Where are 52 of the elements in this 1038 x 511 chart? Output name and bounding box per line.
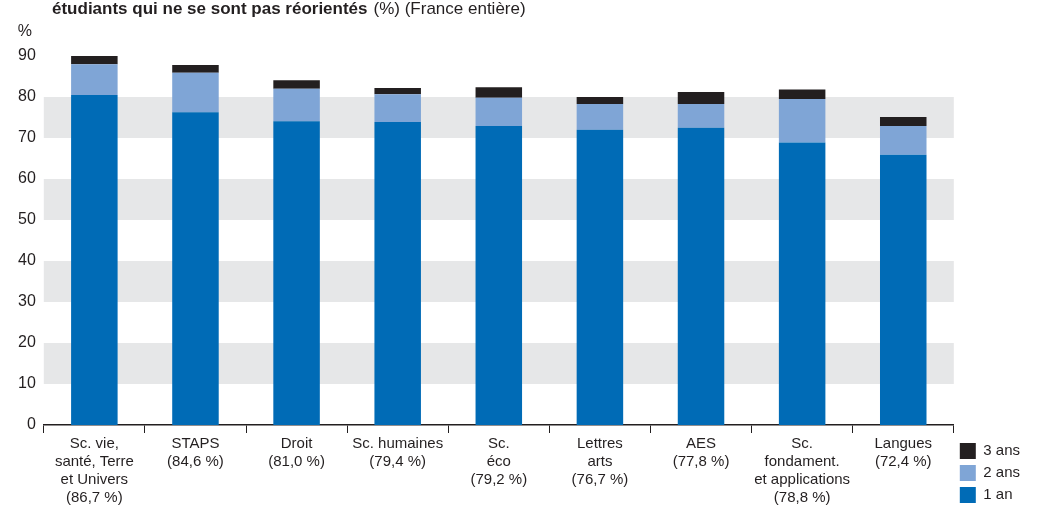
bar [879, 117, 927, 127]
y-tick-label: 80 [18, 87, 36, 105]
x-tick-label: AES (77,8 %) [672, 434, 730, 470]
bar [71, 56, 118, 65]
bar [879, 154, 927, 425]
x-tick-label: STAPS (84,6 %) [167, 434, 224, 470]
y-tick-label: 30 [18, 292, 36, 310]
y-tick-label: 0 [26, 415, 36, 433]
y-axis-title: % [17, 22, 33, 40]
bar [677, 92, 725, 104]
bar [778, 89, 826, 100]
y-tick-label: 40 [18, 251, 36, 269]
legend-label: 1 an [983, 485, 1013, 503]
bar [576, 103, 624, 130]
x-tick-label: Droit (81,0 %) [268, 434, 325, 470]
chart-title: étudiants qui ne se sont pas réorientés [52, 0, 368, 18]
x-tick-label: Lettres arts (76,7 %) [571, 434, 629, 488]
bar [172, 112, 219, 425]
bar [576, 97, 624, 104]
bar [879, 126, 927, 155]
bar [778, 99, 826, 143]
bar [273, 88, 320, 122]
bar [374, 94, 421, 123]
chart-subtitle: (%) (France entière) [373, 0, 526, 18]
y-tick-label: 70 [18, 128, 36, 146]
legend-label: 2 ans [983, 463, 1021, 481]
legend-label: 3 ans [983, 441, 1021, 459]
bar [71, 94, 118, 425]
y-tick-label: 50 [18, 210, 36, 228]
bar [172, 65, 219, 73]
y-tick-label: 10 [18, 374, 36, 392]
x-tick-label: Sc. fondament. et applications (78,8 %) [754, 434, 851, 506]
bar [475, 87, 523, 98]
bar [576, 129, 624, 425]
bar [71, 64, 118, 95]
bar [475, 126, 523, 425]
x-tick-label: Sc. éco (79,2 %) [470, 434, 528, 488]
bar [475, 97, 523, 127]
y-tick-label: 20 [18, 333, 36, 351]
x-tick-label: Sc. vie, santé, Terre et Univers (86,7 %) [54, 434, 134, 506]
y-tick-label: 90 [18, 46, 36, 64]
bar [677, 127, 725, 425]
bar [172, 72, 219, 113]
x-tick-label: Sc. humaines (79,4 %) [352, 434, 444, 470]
bar [374, 122, 421, 425]
bar [677, 103, 725, 128]
bar [374, 87, 421, 95]
x-tick-label: Langues (72,4 %) [874, 434, 933, 470]
bar [273, 80, 320, 89]
bar [778, 142, 826, 425]
bar [273, 121, 320, 425]
y-tick-label: 60 [18, 169, 36, 187]
